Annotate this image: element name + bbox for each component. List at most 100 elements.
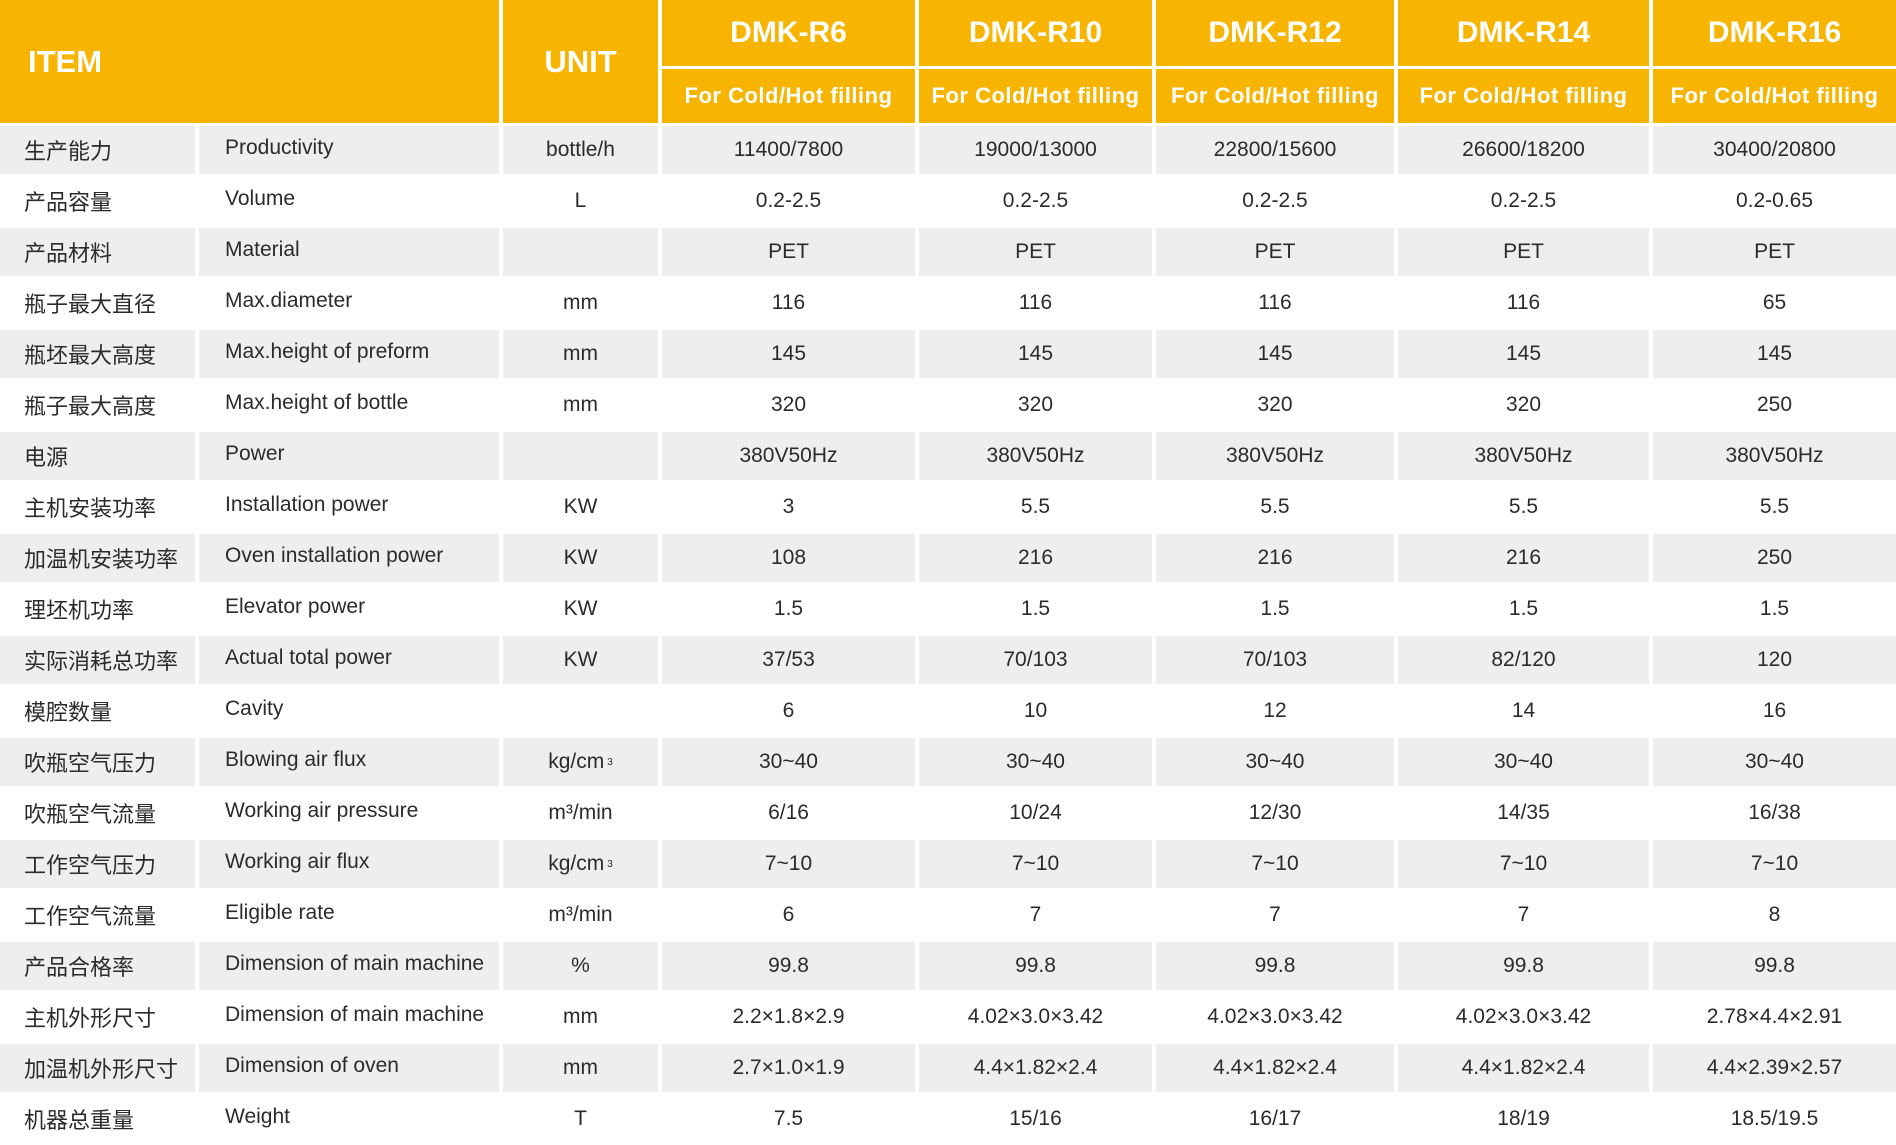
row-label-en: Max.height of preform [199,330,499,378]
row-unit: % [503,942,658,990]
row-label-en: Weight [225,1105,290,1128]
row-value: 145 [1398,330,1649,378]
row-value: 7~10 [1653,840,1896,888]
row-label-en: Dimension of main machine [199,942,499,990]
row-value: 116 [1258,291,1292,314]
row-value: 0.2-2.5 [1002,189,1069,212]
row-value: 30~40 [1398,738,1649,786]
model-subtitle: For Cold/Hot filling [1398,69,1649,123]
row-value: 26600/18200 [1398,126,1649,174]
header-item: ITEM [0,0,499,123]
row-label-en: Actual total power [199,636,499,684]
model-header: DMK-R6 [662,0,915,66]
row-value: 12/30 [1248,801,1302,824]
row-label-cn: 产品容量 [24,190,113,215]
row-value: 70/103 [919,636,1152,684]
row-value: 0.2-0.65 [1735,189,1814,212]
row-value: 82/120 [1398,636,1649,684]
row-unit: mm [563,1005,598,1028]
row-label-cn: 生产能力 [0,126,195,174]
row-value: 10/24 [1009,801,1062,824]
row-value: 380V50Hz [662,432,915,480]
row-value: 216 [1156,534,1394,582]
row-label-en: Dimension of oven [199,1044,499,1092]
row-unit [503,687,658,735]
row-value: 7~10 [1156,840,1394,888]
row-label-cn: 瓶子最大直径 [24,292,157,317]
row-value: 70/103 [1156,636,1394,684]
row-value: 16/38 [1748,801,1801,824]
row-value: 5.5 [1020,495,1051,518]
row-value: 99.8 [1398,942,1649,990]
row-unit: KW [563,495,598,518]
model-subtitle: For Cold/Hot filling [919,69,1152,123]
row-value: 18.5/19.5 [1730,1107,1819,1130]
row-value: 30~40 [1156,738,1394,786]
row-value: 15/16 [1009,1107,1062,1130]
row-value: 16 [1762,699,1787,722]
row-value: 7~10 [662,840,915,888]
row-value: 2.78×4.4×2.91 [1706,1005,1843,1028]
row-value: 320 [1505,393,1542,416]
row-value: PET [662,228,915,276]
row-value: PET [1653,228,1896,276]
row-unit: L [574,189,587,212]
row-value: 30400/20800 [1653,126,1896,174]
model-header: DMK-R12 [1156,0,1394,66]
row-value: 380V50Hz [1156,432,1394,480]
row-unit: KW [503,534,658,582]
row-value: 4.4×1.82×2.4 [1398,1044,1649,1092]
row-value: 99.8 [662,942,915,990]
row-value: 108 [662,534,915,582]
row-value: 5.5 [1759,495,1790,518]
row-value: 216 [919,534,1152,582]
row-label-cn: 吹瓶空气压力 [0,738,195,786]
row-value: 380V50Hz [1653,432,1896,480]
row-label-cn: 机器总重量 [24,1108,135,1133]
row-label-en: Productivity [199,126,499,174]
row-label-en: Working air flux [199,840,499,888]
row-value: 7.5 [773,1107,804,1130]
row-value: PET [919,228,1152,276]
row-label-cn: 主机外形尺寸 [24,1006,157,1031]
model-header: DMK-R14 [1398,0,1649,66]
row-value: 320 [1017,393,1054,416]
row-value: 216 [1398,534,1649,582]
row-value: 1.5 [773,597,804,620]
row-label-cn: 工作空气压力 [0,840,195,888]
row-label-cn: 实际消耗总功率 [0,636,195,684]
row-value: 8 [1768,903,1781,926]
row-unit: mm [563,291,598,314]
row-value: 12 [1263,699,1287,722]
row-value: 3 [782,495,795,518]
row-value: 30~40 [662,738,915,786]
row-value: 6 [782,699,795,722]
row-value: 30~40 [919,738,1152,786]
unit-superscript: 3 [607,858,613,870]
row-value: 37/53 [662,636,915,684]
row-label-cn: 产品材料 [0,228,195,276]
row-value: 6 [782,903,795,926]
row-label-en: Max.height of bottle [225,391,409,414]
row-unit: kg/cm 3 [503,738,658,786]
row-value: 0.2-2.5 [755,189,822,212]
unit-text: kg/cm [548,852,605,875]
row-value: 4.4×1.82×2.4 [919,1044,1152,1092]
row-value: PET [1398,228,1649,276]
row-label-cn: 吹瓶空气流量 [24,802,157,827]
row-label-en: Oven installation power [199,534,499,582]
row-label-cn: 理坯机功率 [24,598,135,623]
row-value: 4.4×2.39×2.57 [1653,1044,1896,1092]
row-value: 19000/13000 [919,126,1152,174]
row-label-cn: 主机安装功率 [24,496,157,521]
row-value: 250 [1756,393,1793,416]
row-value: 120 [1653,636,1896,684]
row-value: 22800/15600 [1156,126,1394,174]
row-value: 1.5 [1020,597,1051,620]
row-label-en: Eligible rate [225,901,335,924]
row-value: 380V50Hz [1398,432,1649,480]
row-value: 4.02×3.0×3.42 [1455,1005,1592,1028]
row-value: 65 [1762,291,1787,314]
row-value: 4.4×1.82×2.4 [1156,1044,1394,1092]
